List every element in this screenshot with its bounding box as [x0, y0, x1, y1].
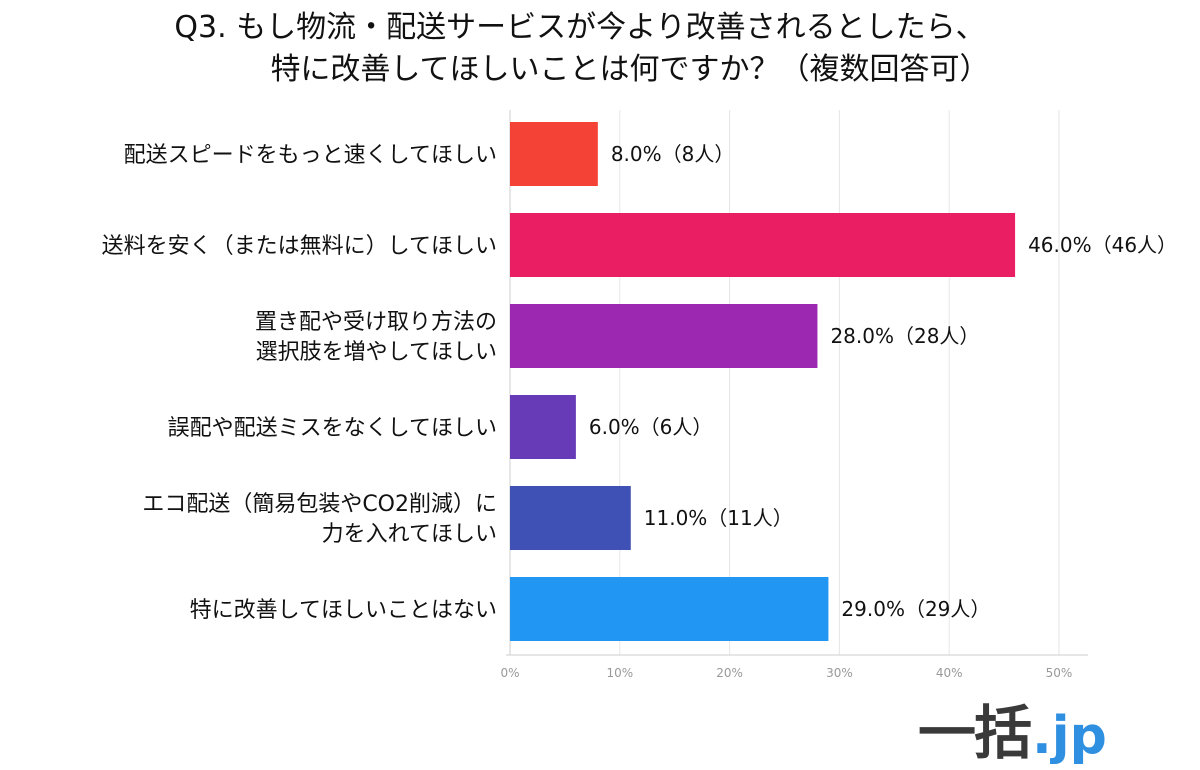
bar — [510, 486, 631, 550]
category-label: 力を入れてほしい — [322, 522, 497, 547]
data-label: 11.0%（11人） — [644, 506, 793, 530]
bar — [510, 395, 576, 459]
category-label: 特に改善してほしいことはない — [190, 598, 497, 623]
data-label: 29.0%（29人） — [841, 597, 990, 621]
category-label: 置き配や受け取り方法の — [255, 310, 497, 335]
data-label: 46.0%（46人） — [1028, 233, 1177, 257]
x-tick-label: 30% — [826, 666, 853, 680]
bar — [510, 122, 598, 186]
data-label: 6.0%（6人） — [589, 415, 713, 439]
bar — [510, 577, 829, 641]
data-label: 8.0%（8人） — [611, 142, 735, 166]
x-tick-label: 10% — [606, 666, 633, 680]
category-label: 誤配や配送ミスをなくしてほしい — [168, 416, 497, 441]
category-label: エコ配送（簡易包装やCO2削減）に — [142, 492, 497, 517]
x-tick-label: 40% — [936, 666, 963, 680]
x-tick-label: 0% — [500, 666, 519, 680]
data-label: 28.0%（28人） — [830, 324, 979, 348]
bar — [510, 304, 818, 368]
category-label: 配送スピードをもっと速くしてほしい — [124, 143, 497, 168]
ikkatsu-logo: 一括 .jp — [918, 686, 1107, 767]
category-label: 送料を安く（または無料に）してほしい — [102, 234, 497, 259]
chart-title-line1: Q3. もし物流・配送サービスが今より改善されるとしたら、 — [174, 10, 986, 45]
chart-title-line2: 特に改善してほしいことは何ですか？（複数回答可） — [270, 52, 990, 87]
logo-sub-text: .jp — [1032, 706, 1107, 766]
category-label: 選択肢を増やしてほしい — [256, 340, 497, 365]
logo-main-text: 一括 — [918, 699, 1032, 767]
x-tick-label: 50% — [1046, 666, 1073, 680]
bar — [510, 213, 1016, 277]
x-tick-label: 20% — [716, 666, 743, 680]
